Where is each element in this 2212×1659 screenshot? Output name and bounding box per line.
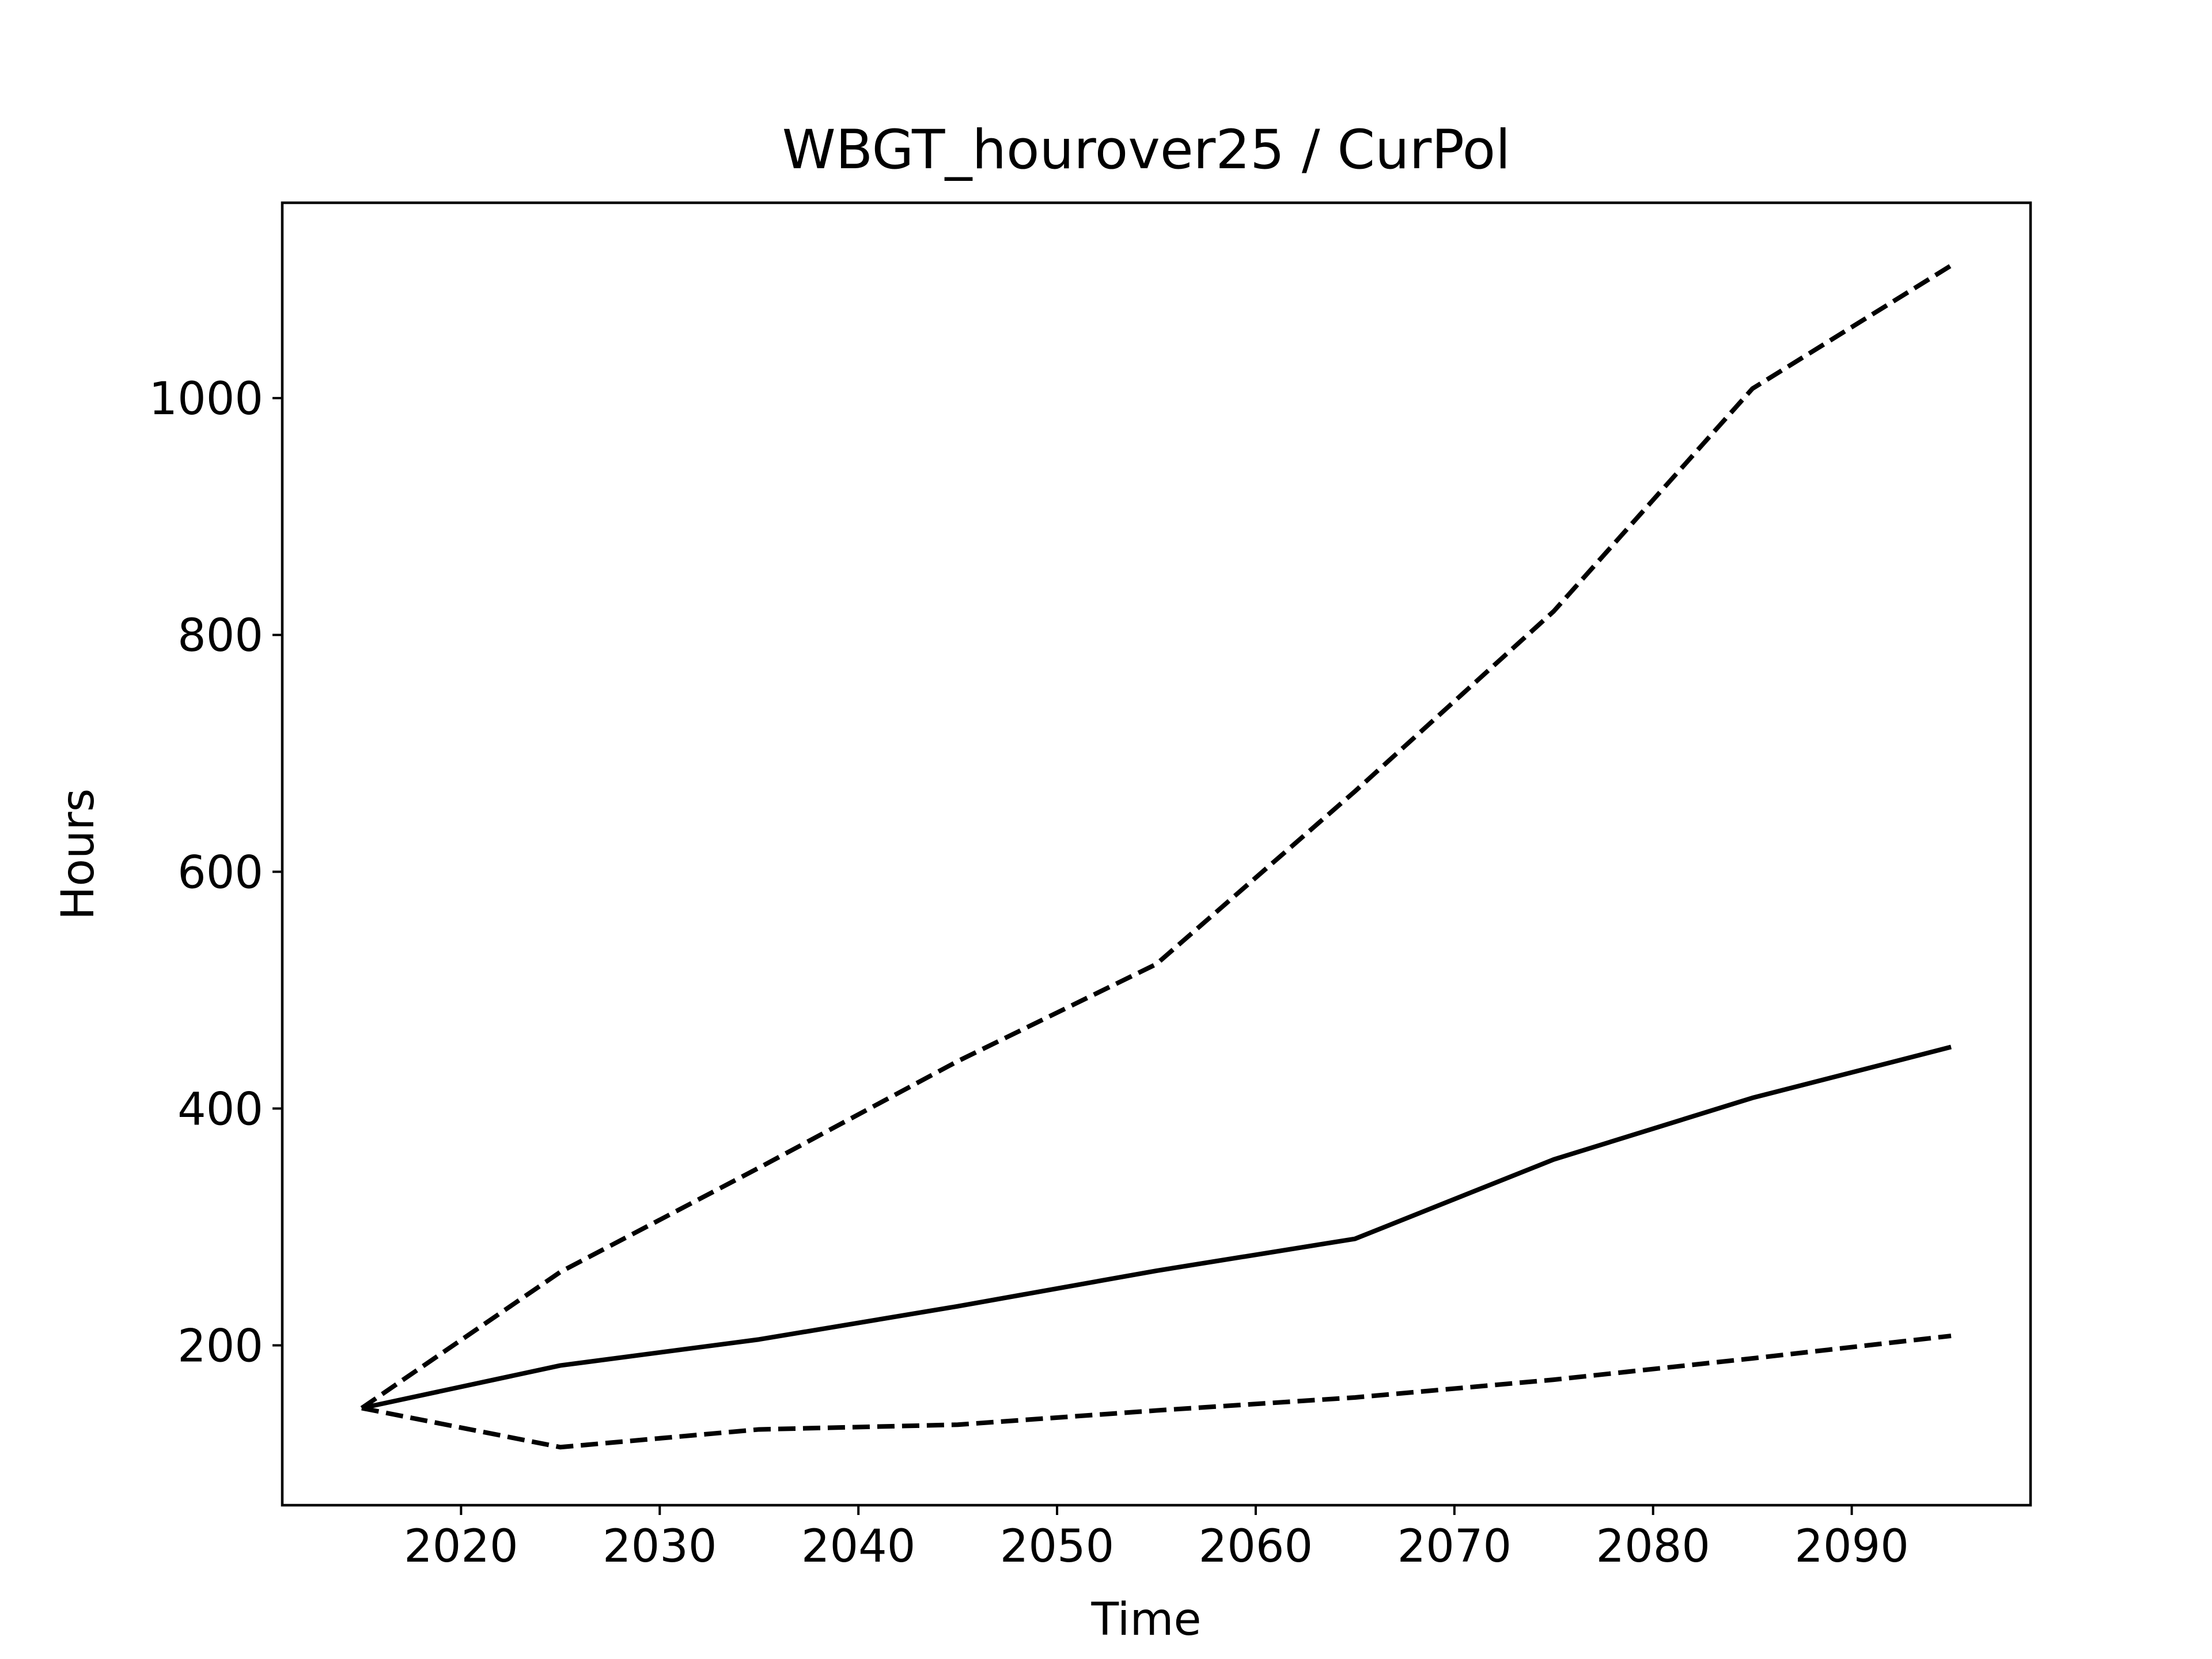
median-line — [361, 1044, 1952, 1411]
x-axis-label: Time — [1091, 1594, 1202, 1646]
x-tick-label: 2070 — [1397, 1521, 1512, 1573]
x-tick-label: 2090 — [1794, 1521, 1909, 1573]
plot-frame — [281, 201, 2032, 1507]
y-axis-ticks: 200 400 600 800 1000 — [149, 373, 282, 1373]
upper-bound-line — [360, 263, 1953, 1410]
x-tick-label: 2040 — [801, 1521, 916, 1573]
x-tick-label: 2020 — [404, 1521, 518, 1573]
lower-bound-line — [361, 1334, 1952, 1450]
y-tick-label: 600 — [177, 847, 263, 899]
y-tick-label: 200 — [177, 1321, 263, 1373]
y-tick-label: 1000 — [149, 373, 263, 425]
y-tick-label: 800 — [177, 610, 263, 662]
x-tick-label: 2050 — [1000, 1521, 1115, 1573]
x-tick-label: 2060 — [1199, 1521, 1313, 1573]
y-tick-label: 400 — [177, 1084, 263, 1135]
chart-title: WBGT_hourover25 / CurPol — [782, 119, 1510, 181]
x-axis-ticks: 2020 2030 2040 2050 2060 2070 2080 2090 — [404, 1505, 1909, 1573]
x-tick-label: 2030 — [603, 1521, 717, 1573]
x-tick-label: 2080 — [1596, 1521, 1710, 1573]
y-axis-label: Hours — [52, 789, 104, 921]
series-lines — [360, 263, 1953, 1450]
